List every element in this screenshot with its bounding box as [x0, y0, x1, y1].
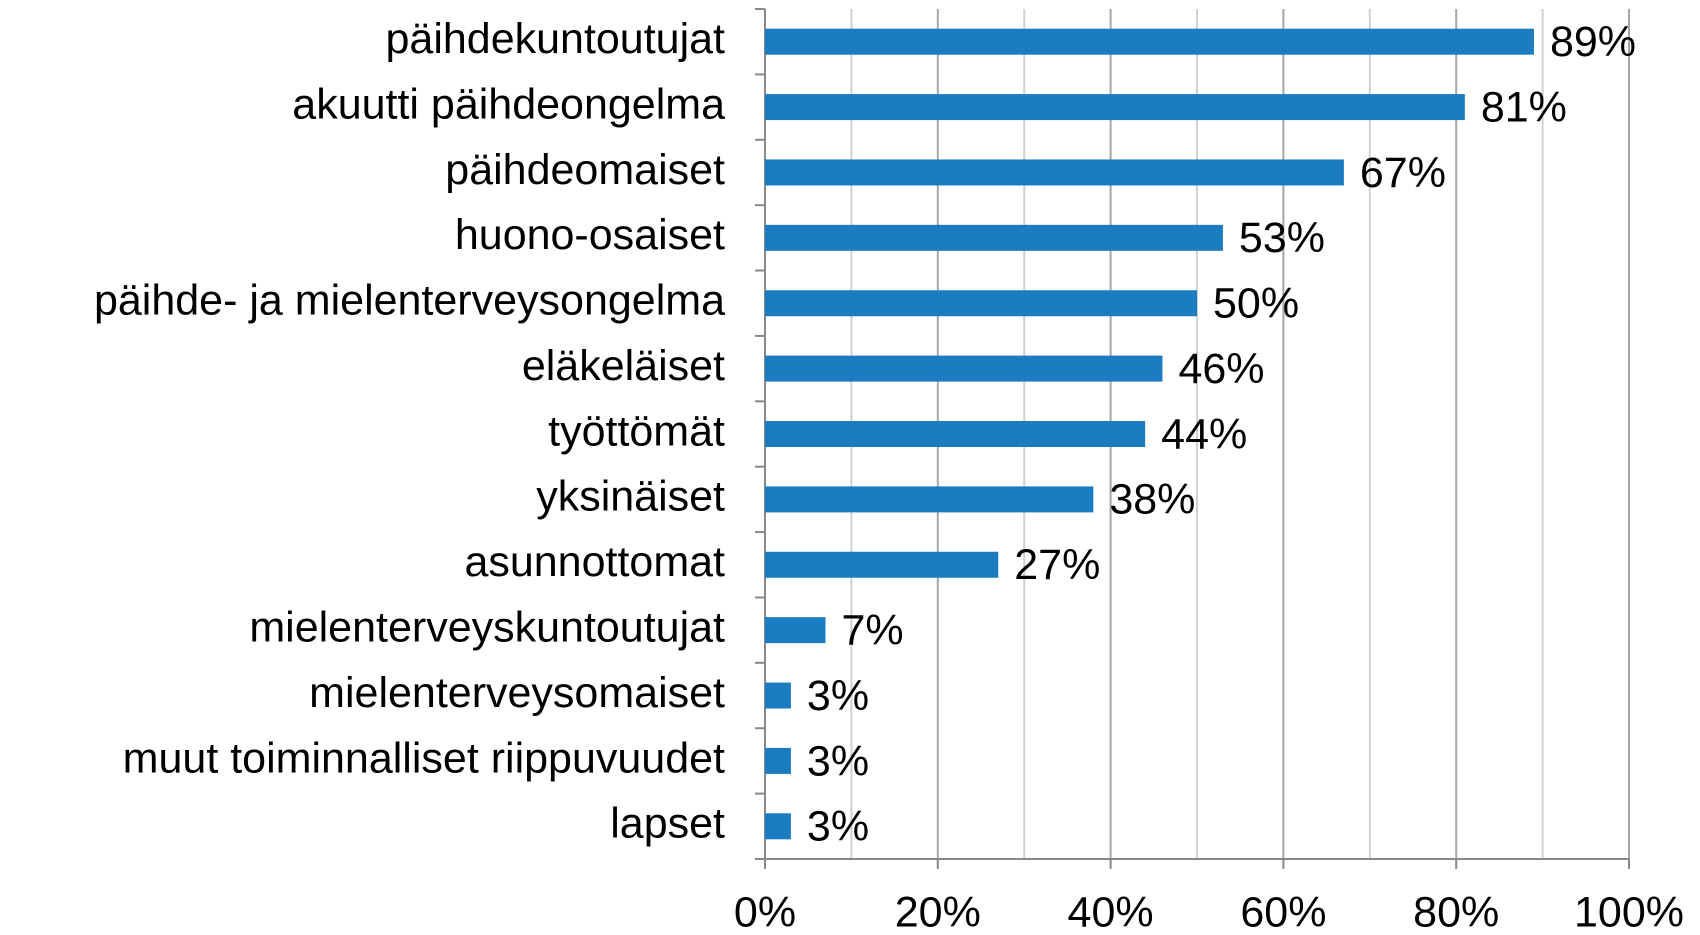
bar	[765, 747, 791, 774]
bar	[765, 617, 826, 644]
bar	[765, 682, 791, 709]
y-tick-label: yksinäiset	[536, 473, 725, 521]
y-tick-label: eläkeläiset	[522, 342, 725, 390]
y-tick-label: akuutti päihdeongelma	[292, 80, 725, 128]
data-label: 3%	[807, 803, 869, 851]
y-tick-label: mielenterveysomaiset	[309, 669, 725, 717]
data-label: 46%	[1178, 345, 1264, 393]
bar	[765, 421, 1146, 447]
y-tick-label: päihdekuntoutujat	[385, 15, 725, 63]
bar	[765, 486, 1094, 513]
data-label: 3%	[807, 672, 869, 720]
bar	[765, 551, 999, 578]
y-tick-label: huono-osaiset	[455, 211, 725, 259]
bar	[765, 290, 1197, 317]
bar	[765, 355, 1163, 382]
y-tick-label: muut toiminnalliset riippuvuudet	[123, 734, 725, 782]
x-tick-label: 40%	[1068, 888, 1154, 935]
bar	[765, 159, 1344, 186]
data-label: 50%	[1213, 280, 1299, 328]
x-tick-label: 100%	[1574, 888, 1684, 935]
data-label: 53%	[1239, 214, 1325, 262]
y-tick-label: lapset	[610, 800, 725, 848]
data-label: 38%	[1109, 476, 1195, 524]
data-label: 3%	[807, 737, 869, 785]
y-tick-label: asunnottomat	[464, 538, 725, 586]
data-label: 27%	[1014, 541, 1100, 589]
x-tick-label: 80%	[1413, 888, 1499, 935]
bar	[765, 28, 1534, 55]
y-tick-label: päihdeomaiset	[445, 146, 725, 194]
y-tick-label: päihde- ja mielenterveysongelma	[94, 277, 725, 325]
data-label: 7%	[841, 607, 903, 655]
y-tick-label: mielenterveyskuntoutujat	[249, 604, 725, 652]
data-label: 44%	[1161, 410, 1247, 458]
x-tick-label: 0%	[734, 888, 796, 935]
y-tick-label: työttömät	[548, 407, 725, 455]
data-label: 67%	[1360, 149, 1446, 197]
data-label: 81%	[1481, 83, 1567, 131]
bar	[765, 813, 791, 840]
bar	[765, 94, 1465, 121]
data-label: 89%	[1550, 18, 1636, 66]
x-tick-label: 60%	[1240, 888, 1326, 935]
x-tick-label: 20%	[895, 888, 981, 935]
bar	[765, 224, 1223, 251]
